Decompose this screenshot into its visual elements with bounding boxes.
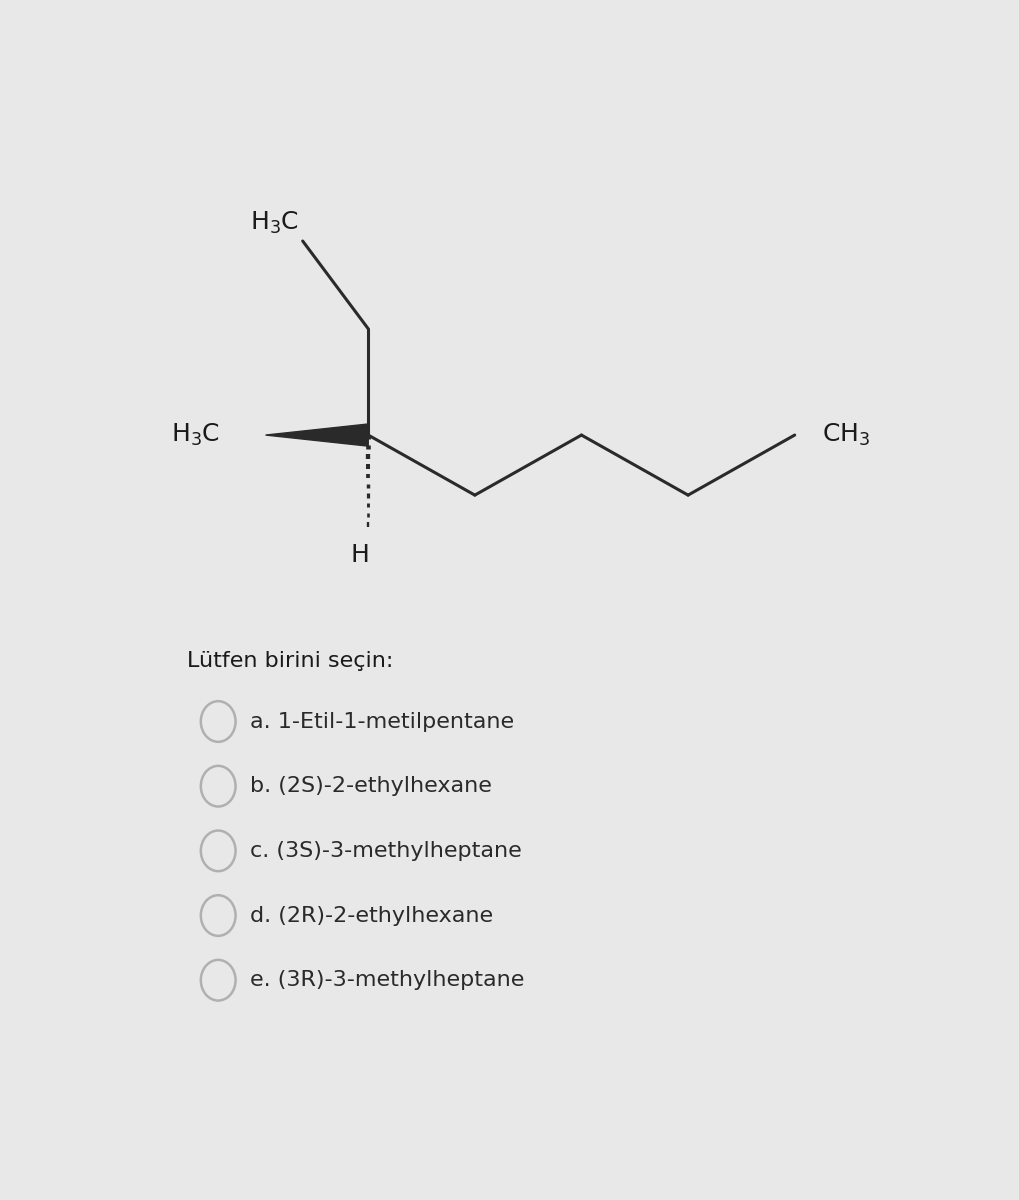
Text: b. (2S)-2-ethylhexane: b. (2S)-2-ethylhexane — [250, 776, 491, 796]
Polygon shape — [266, 424, 368, 446]
Text: H$_3$C: H$_3$C — [250, 210, 299, 235]
Text: e. (3R)-3-methylheptane: e. (3R)-3-methylheptane — [250, 971, 524, 990]
Text: a. 1-Etil-1-metilpentane: a. 1-Etil-1-metilpentane — [250, 712, 514, 732]
Text: Lütfen birini seçin:: Lütfen birini seçin: — [186, 652, 393, 672]
Text: H$_3$C: H$_3$C — [171, 422, 220, 448]
Text: d. (2R)-2-ethylhexane: d. (2R)-2-ethylhexane — [250, 906, 493, 925]
Text: H: H — [351, 544, 370, 568]
Text: CH$_3$: CH$_3$ — [822, 422, 870, 448]
Text: c. (3S)-3-methylheptane: c. (3S)-3-methylheptane — [250, 841, 522, 860]
